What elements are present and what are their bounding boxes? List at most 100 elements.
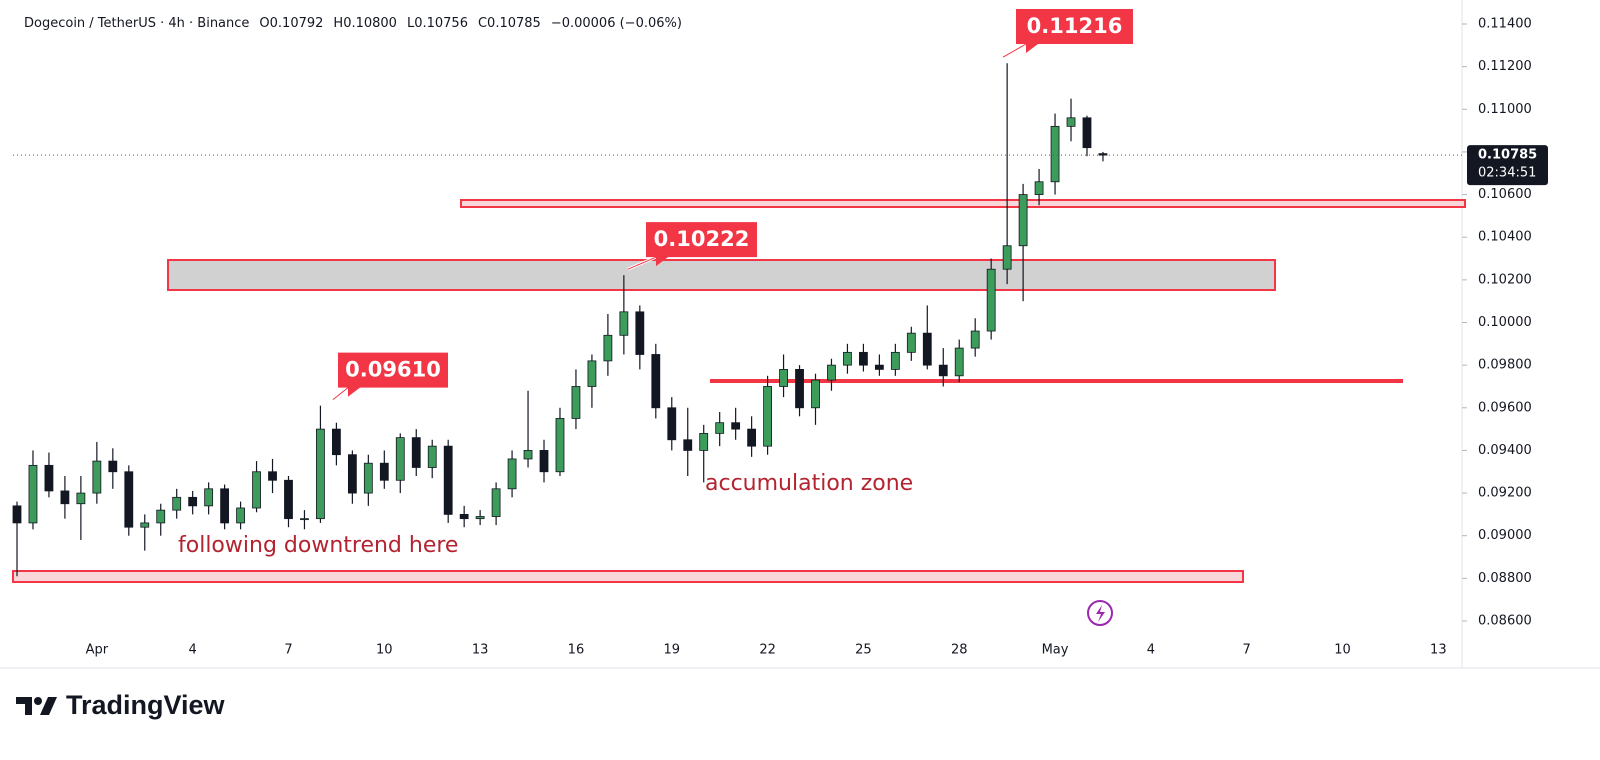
brand-name: TradingView xyxy=(66,690,225,720)
last-price-box xyxy=(1467,145,1548,186)
candle-body xyxy=(635,311,645,355)
candle-body xyxy=(539,450,549,473)
candle-body xyxy=(491,488,501,517)
y-tick-label: 0.09800 xyxy=(1478,358,1532,373)
candle-body xyxy=(571,386,581,419)
x-tick-label: 22 xyxy=(759,643,776,658)
y-tick-label: 0.11200 xyxy=(1478,59,1532,74)
x-tick-label: 4 xyxy=(189,643,197,658)
x-tick-label: 25 xyxy=(855,643,872,658)
candle-body xyxy=(204,488,214,507)
candle-body xyxy=(347,454,357,494)
candle-body xyxy=(970,330,980,349)
candle-body xyxy=(874,364,884,370)
ohlc-close: C0.10785 xyxy=(477,16,541,31)
symbol-title: Dogecoin / TetherUS · 4h · Binance xyxy=(24,16,250,31)
y-tick-label: 0.11400 xyxy=(1478,17,1532,32)
callout-pointer-outline xyxy=(332,387,349,401)
candle-body xyxy=(475,516,485,520)
annotation: accumulation zone xyxy=(705,471,913,496)
event-icon-bolt xyxy=(1096,605,1105,622)
candle-body xyxy=(172,496,182,511)
candle-body xyxy=(811,379,820,409)
y-tick-label: 0.10600 xyxy=(1478,187,1532,202)
y-tick-label: 0.08800 xyxy=(1478,571,1532,586)
x-tick-label: 7 xyxy=(284,643,292,658)
x-tick-label: 10 xyxy=(1334,643,1351,658)
ohlc-low: L0.10756 xyxy=(406,16,468,31)
annotation: following downtrend here xyxy=(178,533,458,558)
candle-body xyxy=(28,464,38,524)
chart: accumulation zone following downtrend he… xyxy=(0,0,1600,669)
candle-body xyxy=(667,407,677,441)
candle-body xyxy=(938,364,948,377)
candles xyxy=(12,63,1108,577)
candle-body xyxy=(284,479,293,520)
x-tick-label: May xyxy=(1042,643,1069,658)
y-tick-label: 0.09000 xyxy=(1478,528,1532,543)
ohlc-open: O0.10792 xyxy=(259,16,324,31)
candle-body xyxy=(443,445,453,515)
candle-body xyxy=(395,437,405,481)
candle-body xyxy=(587,360,597,387)
candle-body xyxy=(1050,125,1060,183)
y-tick-label: 0.09600 xyxy=(1478,400,1532,415)
callout-label: 0.10222 xyxy=(654,227,750,251)
candle-body xyxy=(699,432,709,451)
ohlc-high: H0.10800 xyxy=(333,16,397,31)
candle-body xyxy=(156,509,166,524)
candle-body xyxy=(316,428,325,520)
candle-body xyxy=(731,422,741,430)
candle-body xyxy=(1002,245,1012,270)
candle-body xyxy=(890,351,900,370)
candle-body xyxy=(779,369,788,387)
header: Dogecoin / TetherUS · 4h · Binance O0.10… xyxy=(24,16,682,31)
ohlc-change: −0.00006 (−0.06%) xyxy=(550,16,682,31)
y-tick-label: 0.09400 xyxy=(1478,443,1532,458)
candle-body xyxy=(363,462,373,494)
candle-body xyxy=(459,513,469,520)
candle-body xyxy=(108,460,118,473)
candle-body xyxy=(747,428,757,447)
candle-body xyxy=(220,488,230,524)
zone xyxy=(12,570,1244,583)
candle-body xyxy=(859,351,868,366)
callout-box xyxy=(338,352,448,397)
x-tick-label: 16 xyxy=(568,643,585,658)
y-tick-label: 0.08600 xyxy=(1478,614,1532,629)
callout-pointer-outline xyxy=(627,256,657,270)
candle-body xyxy=(411,437,421,468)
x-tick-label: 10 xyxy=(376,643,393,658)
candle-body xyxy=(252,471,261,509)
candle-body xyxy=(651,354,661,409)
x-tick-label: Apr xyxy=(86,643,109,658)
callout-label: 0.11216 xyxy=(1027,14,1123,38)
candle-body xyxy=(12,505,22,524)
candle-body xyxy=(603,334,613,362)
candle-body xyxy=(843,351,852,366)
y-tick-label: 0.09200 xyxy=(1478,486,1532,501)
zone xyxy=(460,199,1466,208)
callout-label: 0.09610 xyxy=(345,358,441,382)
x-tick-label: 7 xyxy=(1243,643,1251,658)
candle-body xyxy=(763,386,772,447)
candle-body xyxy=(44,464,54,492)
x-tick-label: 28 xyxy=(951,643,968,658)
candle-body xyxy=(331,428,341,456)
x-tick-label: 13 xyxy=(472,643,489,658)
candle-body xyxy=(906,332,916,353)
candle-body xyxy=(827,364,836,381)
brand[interactable]: TradingView xyxy=(16,690,225,721)
candle-body xyxy=(140,522,150,528)
candle-body xyxy=(60,490,70,505)
y-tick-label: 0.11000 xyxy=(1478,102,1532,117)
last-price-label: 0.10785 xyxy=(1478,148,1537,163)
candle-body xyxy=(555,418,565,473)
candle-body xyxy=(124,471,134,528)
zone xyxy=(167,259,1276,291)
candle-body xyxy=(1034,181,1044,195)
zone xyxy=(710,379,1403,383)
candle-body xyxy=(1066,117,1076,127)
candle-body xyxy=(523,450,533,460)
